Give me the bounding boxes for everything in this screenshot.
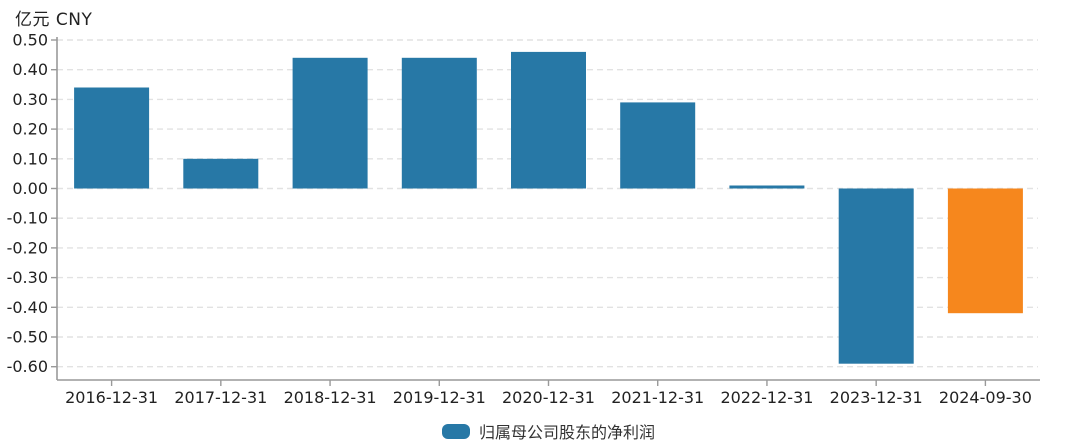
y-tick-label: -0.50 [7,328,48,347]
y-tick-label: -0.60 [7,357,48,376]
y-tick-label: 0.30 [12,90,48,109]
x-tick-label: 2022-12-31 [720,388,813,407]
bar-2021-12-31[interactable] [620,102,696,189]
bar-2016-12-31[interactable] [74,87,150,189]
axis-unit-label: 亿元 CNY [15,10,93,30]
y-tick-label: 0.40 [12,60,48,79]
x-tick-label: 2017-12-31 [174,388,267,407]
legend-item-net-profit[interactable]: 归属母公司股东的净利润 [441,419,655,443]
x-tick-label: 2019-12-31 [393,388,486,407]
bar-2017-12-31[interactable] [183,158,259,189]
y-tick-label: -0.30 [7,268,48,287]
x-tick-label: 2016-12-31 [65,388,158,407]
x-tick-label: 2020-12-31 [502,388,595,407]
bar-2024-09-30[interactable] [947,188,1023,314]
y-tick-label: 0.20 [12,120,48,139]
x-tick-label: 2023-12-31 [830,388,923,407]
x-tick-label: 2024-09-30 [939,388,1032,407]
bar-2018-12-31[interactable] [292,57,368,189]
bar-2022-12-31[interactable] [729,185,805,189]
y-tick-label: 0.50 [12,31,48,50]
bar-2023-12-31[interactable] [838,188,914,364]
bar-2020-12-31[interactable] [511,51,586,189]
y-tick-label: 0.00 [12,179,48,198]
x-tick-label: 2018-12-31 [284,388,377,407]
y-tick-label: -0.10 [7,209,48,228]
legend-swatch-icon [441,423,470,439]
y-tick-label: -0.20 [7,238,48,257]
y-tick-label: -0.40 [7,298,48,317]
bar-2019-12-31[interactable] [401,57,477,189]
legend-label: 归属母公司股东的净利润 [478,423,655,442]
y-tick-label: 0.10 [12,149,48,168]
x-tick-label: 2021-12-31 [611,388,704,407]
legend: 归属母公司股东的净利润 [57,419,1040,443]
